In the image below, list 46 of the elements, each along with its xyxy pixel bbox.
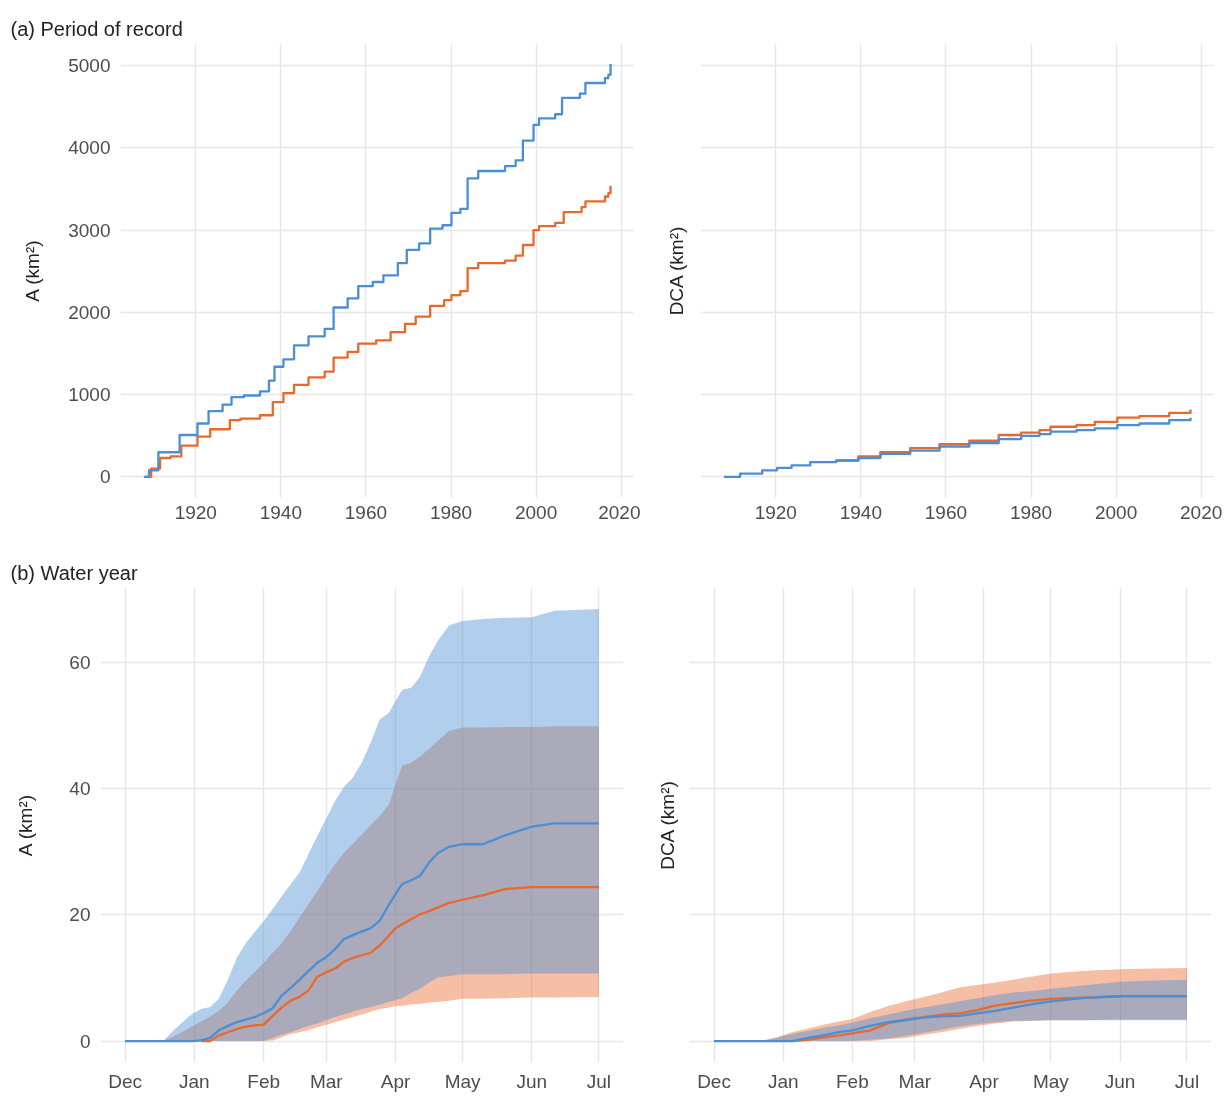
x-tick-label: May bbox=[1032, 1070, 1070, 1092]
y-tick-label: 40 bbox=[69, 778, 91, 800]
x-tick-label: 1940 bbox=[839, 501, 883, 523]
x-tick-label: 1920 bbox=[174, 501, 217, 523]
x-tick-label: Jun bbox=[1104, 1070, 1136, 1092]
x-tick-label: 1980 bbox=[429, 501, 473, 523]
x-tick-label: Mar bbox=[898, 1070, 932, 1092]
y-tick-label: 20 bbox=[69, 904, 91, 926]
y-axis-title: A (km²) bbox=[22, 240, 44, 302]
line-series bbox=[123, 822, 601, 1043]
y-tick-label: 5000 bbox=[68, 55, 111, 77]
x-tick-label: Feb bbox=[247, 1070, 281, 1092]
x-tick-label: 2000 bbox=[514, 501, 558, 523]
x-tick-label: Jan bbox=[767, 1070, 799, 1092]
x-tick-label: Jan bbox=[179, 1070, 210, 1092]
y-axis-title: A (km²) bbox=[15, 794, 37, 857]
x-tick-label: Feb bbox=[835, 1070, 869, 1092]
x-tick-label: Apr bbox=[969, 1070, 1000, 1092]
chart-title: (b) Water year bbox=[10, 561, 138, 584]
x-tick-label: Apr bbox=[380, 1070, 411, 1092]
y-tick-label: 60 bbox=[69, 652, 91, 674]
x-tick-label: 1920 bbox=[754, 501, 797, 523]
x-tick-label: Jul bbox=[1174, 1070, 1200, 1092]
y-axis-title: DCA (km²) bbox=[656, 781, 678, 870]
line-series bbox=[199, 885, 601, 1043]
y-axis-title: DCA (km²) bbox=[665, 226, 687, 316]
x-tick-label: 2000 bbox=[1094, 501, 1138, 523]
y-tick-label: 2000 bbox=[68, 301, 111, 323]
y-tick-label: 1000 bbox=[68, 384, 111, 406]
x-tick-label: Jun bbox=[516, 1070, 548, 1092]
x-tick-label: 1980 bbox=[1009, 501, 1053, 523]
x-tick-label: 1960 bbox=[924, 501, 968, 523]
y-tick-label: 3000 bbox=[68, 219, 111, 241]
x-tick-label: Mar bbox=[309, 1070, 344, 1092]
x-tick-label: Dec bbox=[108, 1070, 142, 1092]
x-tick-label: May bbox=[444, 1070, 482, 1092]
y-tick-label: 4000 bbox=[68, 137, 111, 159]
x-tick-label: 1960 bbox=[344, 501, 388, 523]
y-tick-label: 0 bbox=[99, 466, 111, 488]
x-tick-label: Jul bbox=[586, 1070, 612, 1092]
y-tick-label: 0 bbox=[79, 1030, 91, 1052]
x-tick-label: Dec bbox=[697, 1070, 731, 1092]
x-tick-label: 1940 bbox=[259, 501, 303, 523]
x-tick-label: 2020 bbox=[598, 501, 641, 523]
chart-title: (a) Period of record bbox=[10, 17, 183, 40]
x-tick-label: 2020 bbox=[1180, 501, 1223, 523]
